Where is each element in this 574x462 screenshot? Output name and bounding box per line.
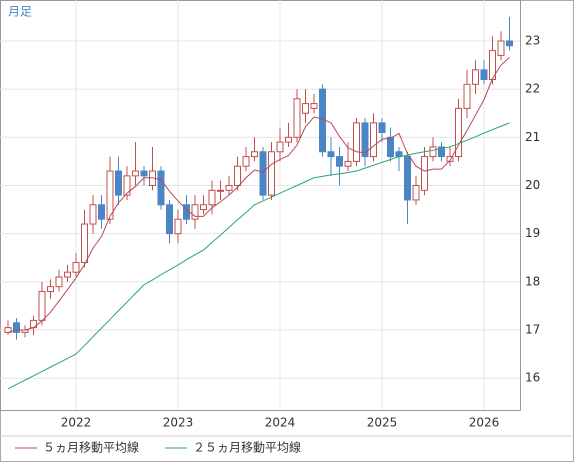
candle-body — [421, 156, 428, 191]
candle-body — [506, 40, 513, 47]
candle-body — [259, 151, 267, 196]
candle-body — [166, 204, 173, 235]
candle-body — [344, 160, 352, 167]
candle-body — [89, 204, 97, 225]
candle-body — [327, 151, 335, 158]
legend-label: ２５ヵ月移動平均線 — [193, 440, 301, 455]
candle-body — [191, 204, 199, 220]
candle-body — [38, 290, 46, 321]
x-tick-label: 2022 — [61, 416, 92, 430]
candle-body — [336, 156, 343, 167]
candle-body — [140, 170, 148, 177]
candle-body — [268, 151, 275, 196]
moving-average-line — [7, 122, 510, 390]
candle-body — [242, 156, 250, 167]
candle-body — [72, 262, 80, 273]
candle-body — [55, 276, 63, 288]
y-tick-label: 20 — [525, 178, 540, 192]
candle-body — [353, 122, 360, 162]
moving-average-line — [7, 56, 510, 333]
candle-body — [115, 170, 122, 196]
candle-body — [200, 204, 207, 211]
candle-body — [455, 107, 462, 158]
candle-body — [64, 271, 71, 278]
x-tick-label: 2024 — [265, 416, 296, 430]
candle-body — [285, 136, 292, 143]
candle-body — [293, 98, 301, 138]
candle-body — [123, 175, 131, 196]
plot-area — [0, 0, 521, 411]
chart-title: 月足 — [8, 5, 32, 19]
y-tick-label: 19 — [525, 226, 540, 240]
y-tick-label: 22 — [525, 82, 540, 96]
candle-body — [370, 122, 377, 158]
candle-body — [174, 218, 182, 235]
candle-body — [157, 170, 165, 206]
candle-body — [310, 103, 318, 109]
candle-body — [472, 69, 479, 85]
candle-body — [302, 103, 309, 114]
candle-body — [361, 122, 369, 158]
candle-body — [251, 151, 258, 158]
candle-body — [497, 40, 505, 56]
y-tick-label: 17 — [525, 323, 540, 337]
candle-body — [234, 165, 241, 186]
candle-body — [106, 170, 114, 220]
y-tick-label: 21 — [525, 130, 540, 144]
candle-body — [387, 136, 394, 158]
candle-body — [13, 322, 20, 333]
candle-body — [98, 204, 105, 220]
y-tick-label: 18 — [525, 274, 540, 288]
candle-body — [378, 122, 386, 133]
y-tick-label: 16 — [525, 371, 540, 385]
candle-body — [404, 156, 411, 201]
x-tick-label: 2025 — [367, 416, 398, 430]
legend-label: ５ヵ月移動平均線 — [43, 440, 139, 455]
x-tick-label: 2023 — [163, 416, 194, 430]
candle-body — [225, 184, 233, 191]
candle-body — [132, 170, 139, 177]
candle-body — [480, 69, 488, 80]
candle-body — [463, 83, 471, 109]
candle-body — [438, 146, 445, 158]
y-tick-label: 23 — [525, 33, 540, 47]
candle-body — [47, 286, 54, 292]
candle-body — [276, 141, 284, 153]
candle-body — [81, 223, 88, 264]
candle-body — [208, 189, 216, 206]
candle-body — [217, 189, 224, 192]
candle-body — [412, 184, 420, 201]
candle-body — [446, 156, 454, 162]
x-tick-label: 2026 — [469, 416, 500, 430]
candle-body — [429, 146, 437, 158]
